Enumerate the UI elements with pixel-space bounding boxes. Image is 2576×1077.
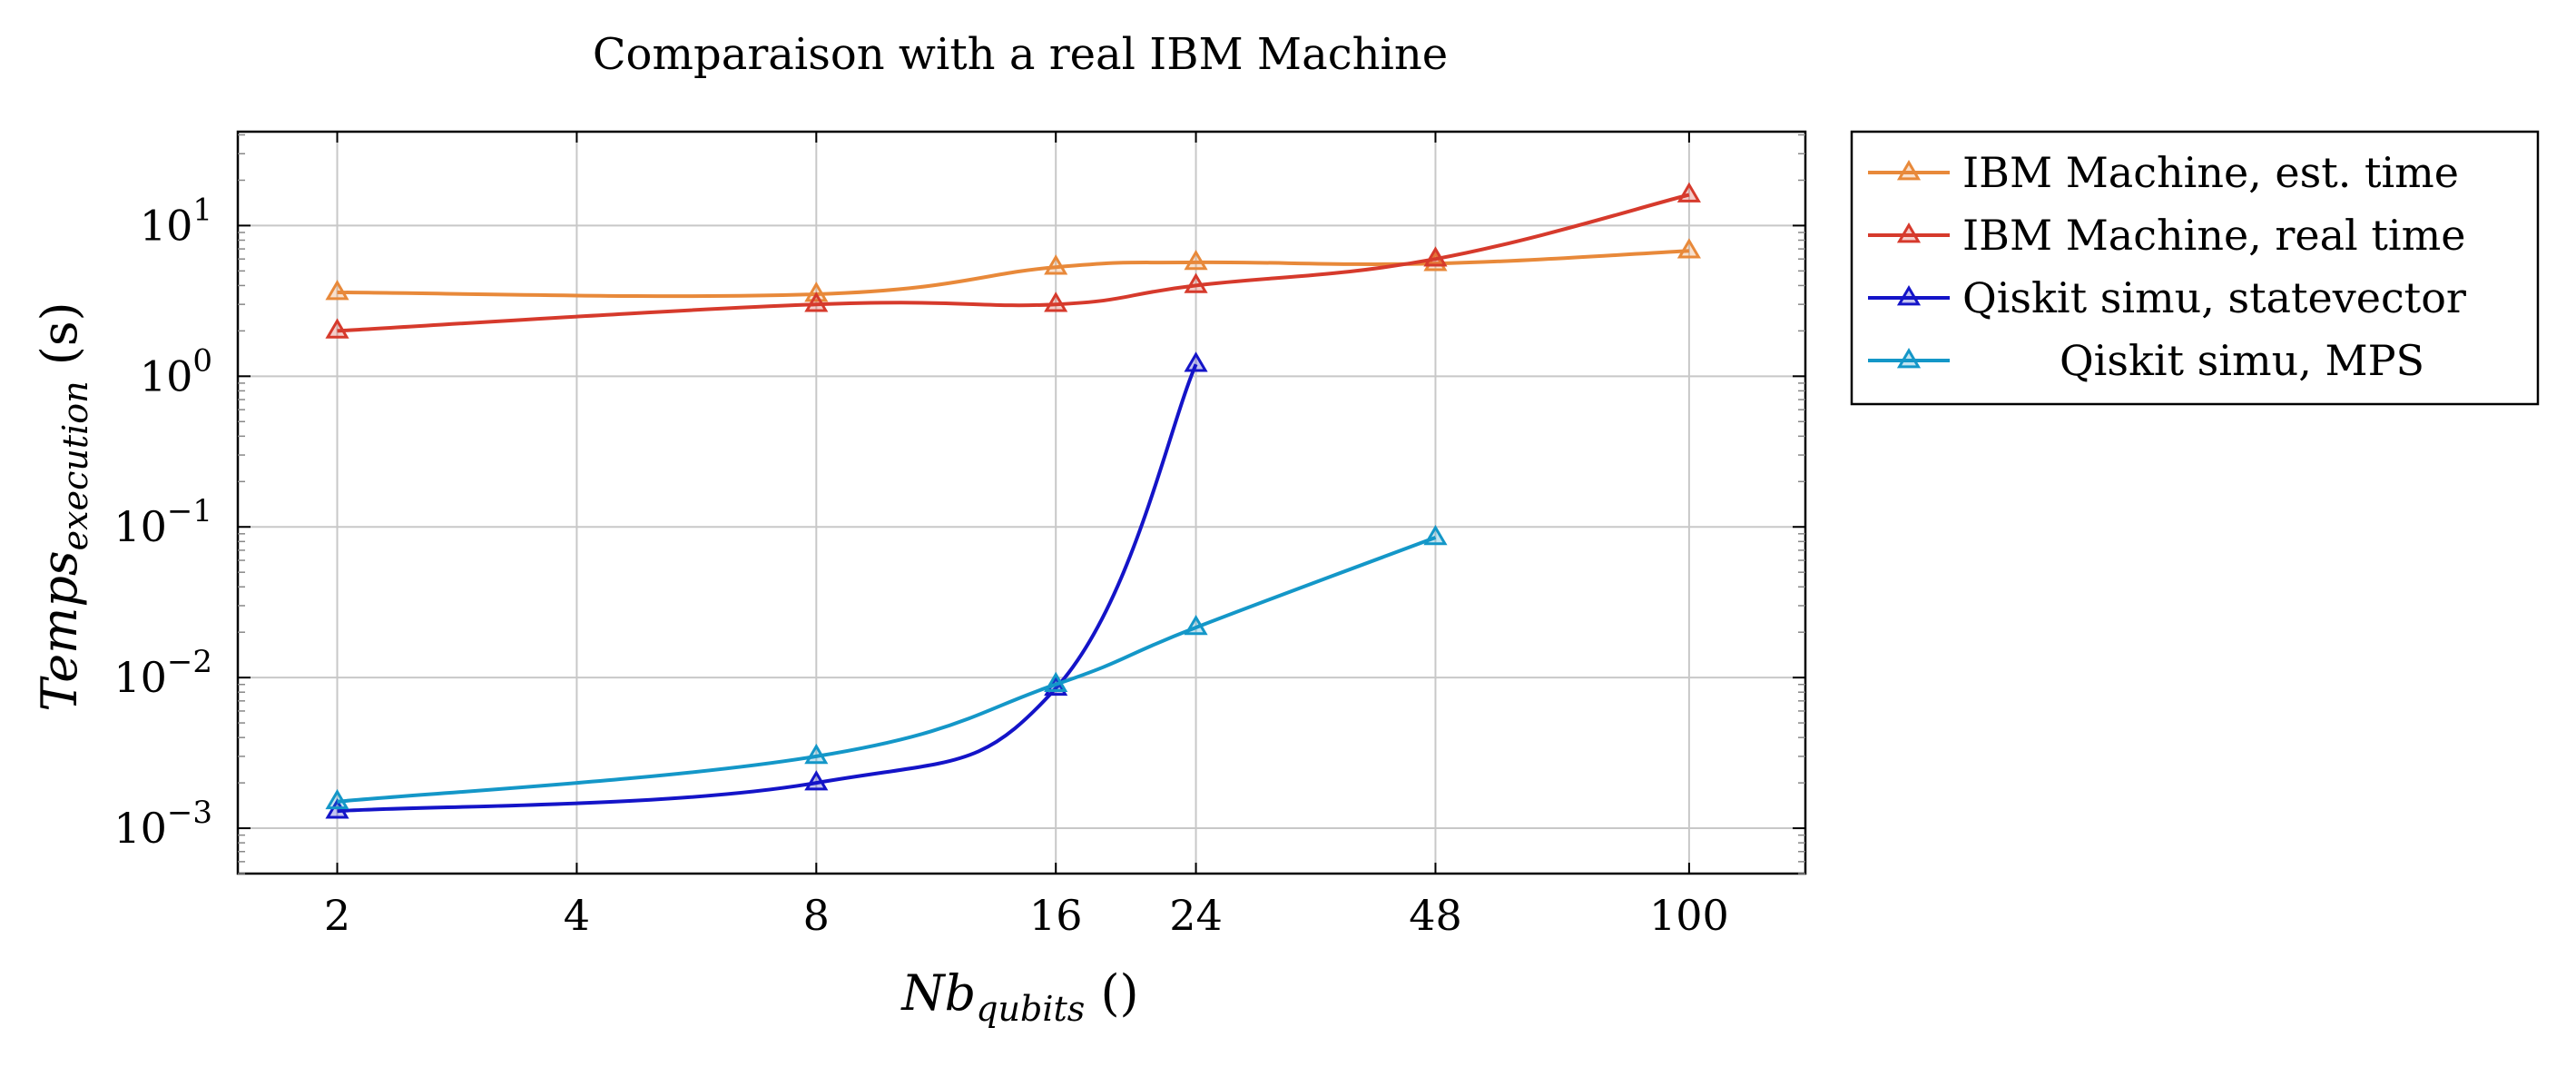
- y-axis-label: Tempsexecution (s): [31, 301, 95, 711]
- data-point-marker: [1423, 524, 1448, 546]
- y-axis-label-main: Temps: [31, 550, 88, 711]
- data-point-marker: [1423, 246, 1448, 267]
- x-tick-label: 100: [1649, 891, 1729, 940]
- x-axis-label-unit: (): [1085, 964, 1138, 1022]
- plot-area-frame: [236, 130, 1807, 875]
- y-axis-label-unit: (s): [31, 301, 88, 380]
- series-line: [337, 249, 1690, 299]
- legend-box: [1850, 130, 2540, 406]
- data-point-marker: [1676, 238, 1701, 259]
- data-point-marker: [804, 291, 829, 312]
- grid: [238, 132, 1805, 874]
- series-group: [325, 238, 1701, 302]
- y-tick-label: 101: [140, 192, 212, 250]
- legend-marker: [1896, 160, 1922, 181]
- data-point-marker: [1044, 291, 1068, 312]
- legend-label: Qiskit simu, MPS: [2060, 336, 2424, 385]
- y-tick-exponent: 1: [192, 192, 212, 228]
- series-group: [325, 351, 1208, 819]
- x-tick-label: 16: [1029, 891, 1083, 940]
- y-tick-base: 10: [113, 653, 167, 702]
- y-axis-label-sub: execution: [55, 380, 95, 550]
- legend-label: Qiskit simu, statevector: [1962, 273, 2466, 322]
- data-point-marker: [1184, 272, 1208, 293]
- series-line: [337, 536, 1437, 804]
- y-tick-base: 10: [113, 804, 167, 853]
- y-tick-base: 10: [140, 351, 193, 400]
- x-tick-label: 24: [1169, 891, 1223, 940]
- data-point-marker: [325, 280, 349, 301]
- series-line: [337, 193, 1690, 333]
- data-point-marker: [804, 743, 829, 765]
- x-axis-label-main: Nb: [900, 964, 976, 1022]
- data-point-marker: [325, 318, 349, 339]
- y-tick-exponent: 0: [192, 342, 212, 379]
- x-tick-label: 48: [1409, 891, 1462, 940]
- legend-marker: [1896, 222, 1922, 243]
- axis-labels: Nbqubits () Tempsexecution (s): [31, 301, 1139, 1029]
- data-point-marker: [1044, 254, 1068, 275]
- y-tick-exponent: −3: [167, 795, 212, 831]
- x-axis-label-sub: qubits: [976, 989, 1085, 1029]
- x-tick-label: 2: [324, 891, 350, 940]
- legend-marker: [1896, 348, 1922, 369]
- y-tick-exponent: −1: [167, 493, 212, 529]
- data-point-marker: [1184, 351, 1208, 372]
- data-point-marker: [1044, 671, 1068, 693]
- x-axis-label: Nbqubits (): [900, 964, 1138, 1029]
- series-group: [325, 524, 1448, 810]
- data-point-marker: [1676, 182, 1701, 203]
- legend: IBM Machine, est. time IBM Machine, real …: [1850, 130, 2540, 406]
- series-layer: [325, 182, 1701, 819]
- y-tick-label: 100: [140, 342, 212, 400]
- series-group: [325, 182, 1701, 339]
- legend-marker: [1896, 285, 1922, 306]
- chart-title: Comparaison with a real IBM Machine: [593, 29, 1448, 80]
- x-tick-label: 4: [564, 891, 590, 940]
- x-tick-label: 8: [803, 891, 830, 940]
- legend-label: IBM Machine, real time: [1962, 211, 2465, 260]
- y-tick-label: 10−3: [113, 795, 212, 853]
- data-point-marker: [325, 788, 349, 810]
- data-point-marker: [804, 770, 829, 791]
- y-tick-base: 10: [140, 201, 193, 250]
- series-line: [337, 363, 1198, 814]
- y-tick-label: 10−2: [113, 644, 212, 702]
- data-point-marker: [1184, 249, 1208, 271]
- data-point-marker: [1184, 615, 1208, 636]
- y-tick-label: 10−1: [113, 493, 212, 551]
- y-tick-base: 10: [113, 502, 167, 551]
- y-tick-exponent: −2: [167, 644, 212, 680]
- legend-label: IBM Machine, est. time: [1962, 148, 2459, 197]
